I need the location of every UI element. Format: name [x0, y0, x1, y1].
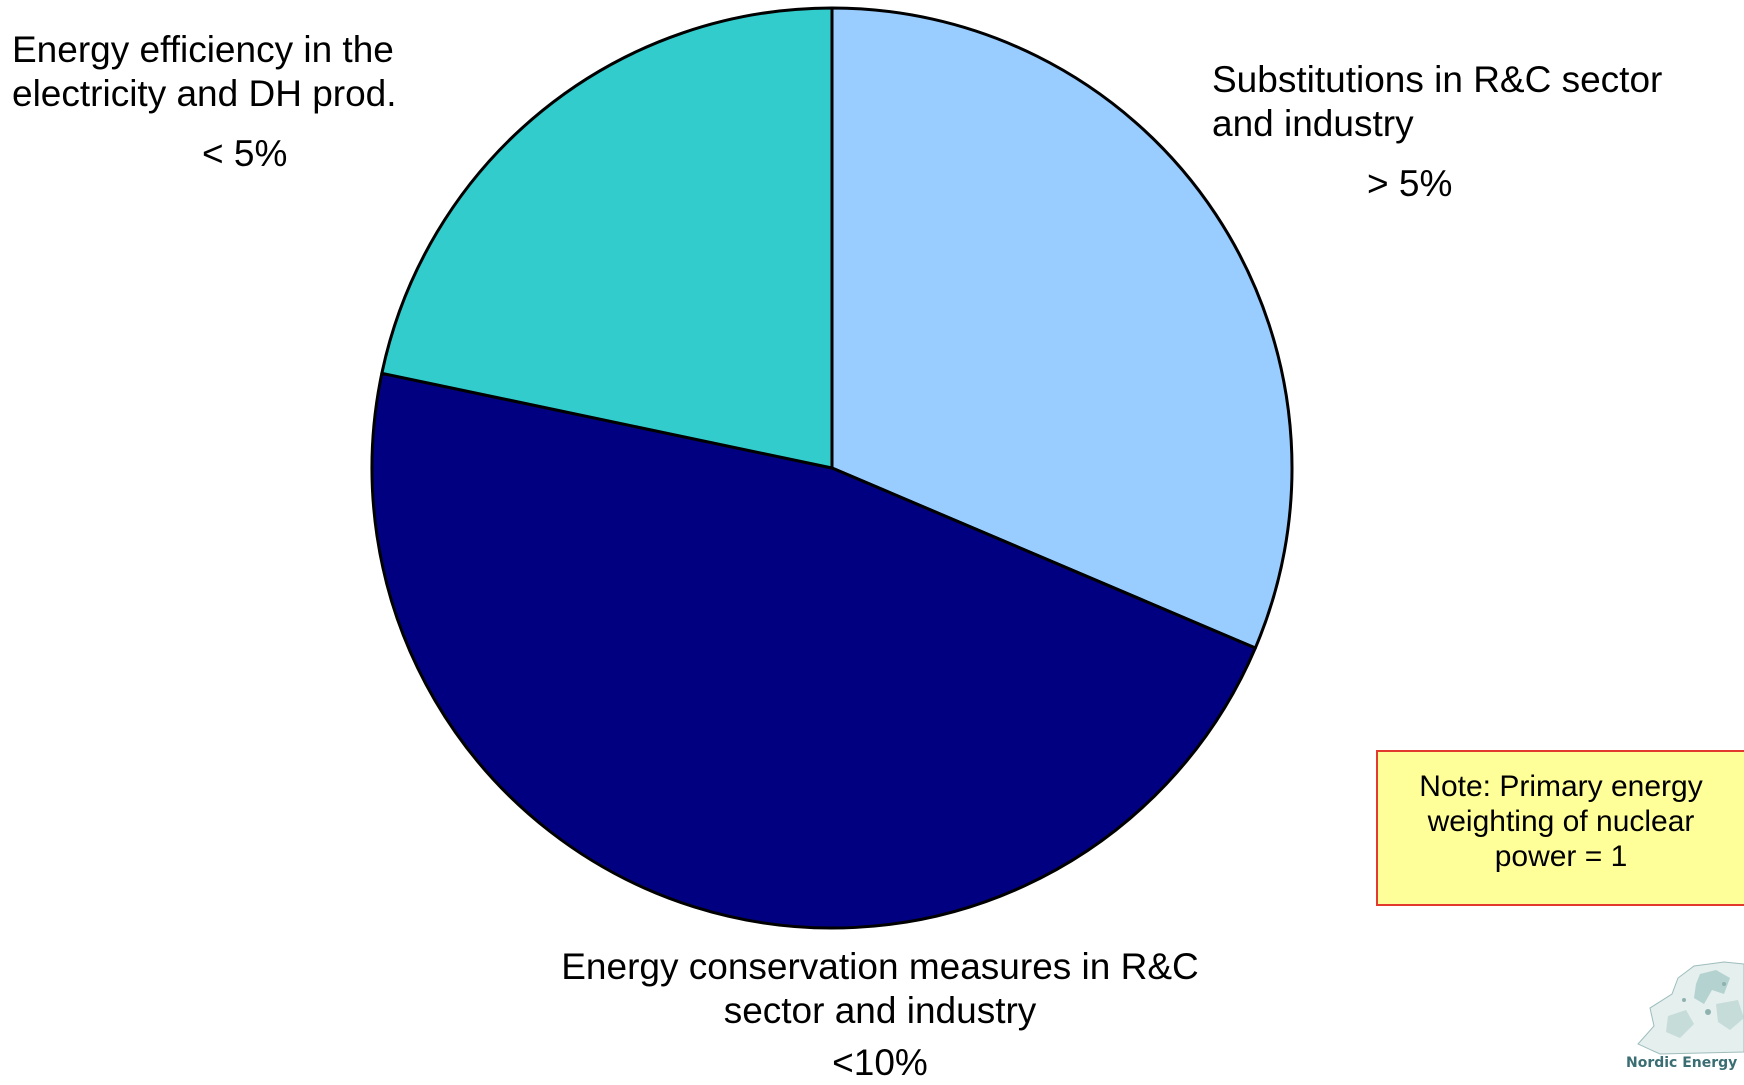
pie-slice-substitutions: [830, 6, 1294, 650]
slice-label-energy-conservation: Energy conservation measures in R&C sect…: [540, 945, 1220, 1085]
slice-label-substitutions-name: Substitutions in R&C sector and industry: [1212, 59, 1663, 144]
note-line-1: Note: Primary energy: [1419, 770, 1703, 803]
pie-slices: [370, 6, 1294, 930]
note-line-2: weighting of nuclear: [1427, 805, 1695, 838]
pie-slice-energy-efficiency: [380, 6, 834, 470]
slice-label-energy-conservation-value: <10%: [832, 1042, 928, 1083]
slice-label-energy-efficiency-name: Energy efficiency in the electricity and…: [12, 29, 397, 114]
europe-map-icon: [1637, 961, 1744, 1055]
slice-label-energy-efficiency-value: < 5%: [202, 133, 288, 174]
logo-text: Nordic Energy: [1626, 1055, 1738, 1071]
pie-slice-energy-conservation: [370, 371, 1257, 930]
slice-label-energy-conservation-name: Energy conservation measures in R&C sect…: [561, 946, 1199, 1031]
slice-label-substitutions: Substitutions in R&C sector and industry…: [1212, 58, 1672, 206]
slice-label-energy-efficiency: Energy efficiency in the electricity and…: [12, 28, 462, 176]
nordic-energy-logo: Nordic Energy: [1620, 960, 1744, 1085]
note-box: Note: Primary energy weighting of nuclea…: [1376, 750, 1744, 906]
slice-label-substitutions-value: > 5%: [1367, 163, 1453, 204]
note-line-3: power = 1: [1494, 840, 1628, 873]
